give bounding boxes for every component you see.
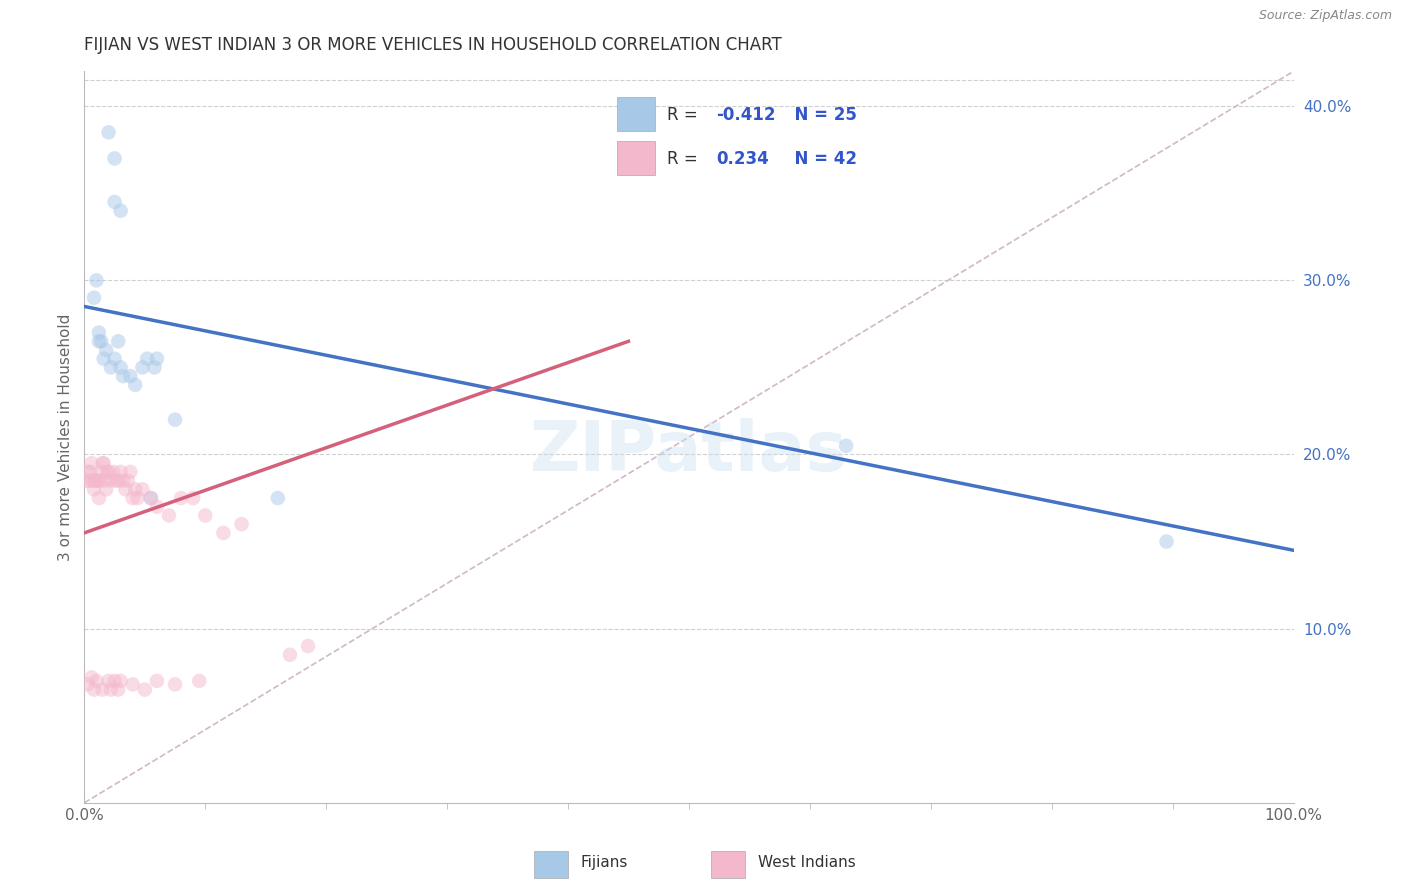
Point: [165, 412, 187, 426]
Point: [100, 360, 122, 375]
Point: [194, 508, 217, 523]
Point: [94, 343, 117, 357]
Point: [103, 465, 125, 479]
Point: [87, 334, 110, 349]
Point: [188, 673, 211, 688]
Point: [76, 474, 98, 488]
Point: [110, 465, 132, 479]
Point: [139, 491, 162, 505]
Point: [112, 474, 135, 488]
Point: [143, 360, 166, 375]
Point: [139, 491, 162, 505]
Point: [90, 465, 112, 479]
Point: [131, 483, 153, 497]
Point: [124, 483, 146, 497]
Point: [89, 474, 111, 488]
Point: [96, 465, 118, 479]
Point: [124, 377, 146, 392]
Point: [94, 483, 117, 497]
Point: [1156, 534, 1178, 549]
FancyBboxPatch shape: [711, 851, 745, 878]
Point: [104, 474, 127, 488]
Point: [97, 465, 120, 479]
Point: [100, 474, 122, 488]
Point: [127, 491, 149, 505]
Point: [79, 465, 101, 479]
Point: [121, 491, 143, 505]
Point: [77, 465, 100, 479]
Point: [181, 491, 204, 505]
Text: FIJIAN VS WEST INDIAN 3 OR MORE VEHICLES IN HOUSEHOLD CORRELATION CHART: FIJIAN VS WEST INDIAN 3 OR MORE VEHICLES…: [84, 36, 782, 54]
Point: [117, 474, 139, 488]
Point: [86, 673, 108, 688]
Point: [80, 670, 103, 684]
Y-axis label: 3 or more Vehicles in Household: 3 or more Vehicles in Household: [58, 313, 73, 561]
Point: [83, 682, 105, 697]
Point: [100, 682, 122, 697]
Point: [146, 351, 169, 366]
Point: [82, 474, 104, 488]
Point: [90, 334, 112, 349]
Point: [131, 360, 153, 375]
Point: [146, 673, 169, 688]
Text: Fijians: Fijians: [581, 855, 628, 870]
Point: [97, 673, 120, 688]
Point: [77, 474, 100, 488]
Text: Source: ZipAtlas.com: Source: ZipAtlas.com: [1258, 9, 1392, 22]
Point: [297, 639, 319, 653]
Point: [146, 500, 169, 514]
Point: [107, 334, 129, 349]
Point: [93, 456, 115, 470]
Point: [136, 351, 159, 366]
Point: [93, 351, 115, 366]
Point: [83, 483, 105, 497]
Point: [835, 439, 858, 453]
Point: [120, 369, 142, 384]
Point: [267, 491, 290, 505]
Point: [212, 525, 235, 540]
Point: [278, 648, 301, 662]
Text: ZIPatlas: ZIPatlas: [530, 418, 848, 485]
Point: [104, 152, 127, 166]
Point: [77, 677, 100, 691]
Point: [104, 194, 127, 209]
Point: [83, 291, 105, 305]
Point: [94, 474, 117, 488]
Point: [97, 125, 120, 139]
Point: [80, 456, 103, 470]
Point: [86, 273, 108, 287]
Point: [165, 677, 187, 691]
Point: [110, 360, 132, 375]
Point: [86, 474, 108, 488]
Point: [87, 491, 110, 505]
Point: [110, 673, 132, 688]
Point: [91, 456, 114, 470]
Point: [120, 465, 142, 479]
Point: [107, 474, 129, 488]
Point: [91, 682, 114, 697]
Point: [86, 474, 108, 488]
Point: [134, 682, 156, 697]
Point: [104, 351, 127, 366]
Point: [121, 677, 143, 691]
Point: [110, 203, 132, 218]
Point: [231, 517, 253, 532]
Point: [107, 682, 129, 697]
Point: [170, 491, 193, 505]
Point: [114, 483, 136, 497]
Point: [104, 673, 127, 688]
FancyBboxPatch shape: [534, 851, 568, 878]
Point: [157, 508, 180, 523]
Point: [112, 369, 135, 384]
Point: [84, 474, 107, 488]
Text: West Indians: West Indians: [758, 855, 856, 870]
Point: [87, 326, 110, 340]
